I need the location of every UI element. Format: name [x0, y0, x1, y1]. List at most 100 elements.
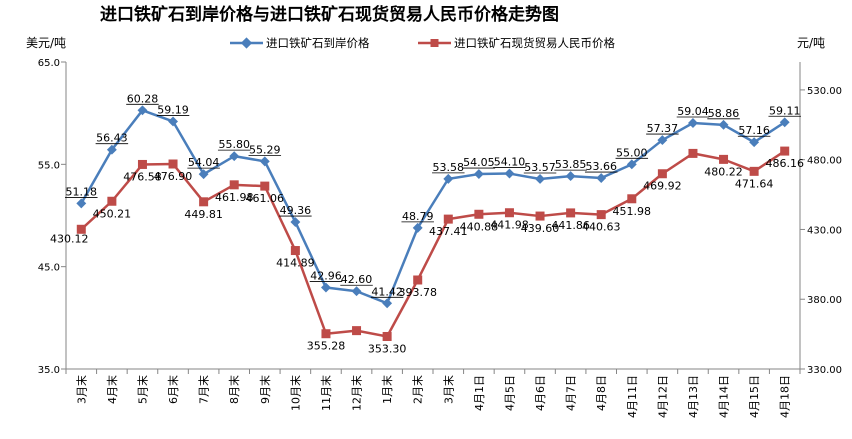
data-label: 42.60	[341, 273, 373, 286]
series-2-point	[535, 211, 545, 221]
data-label: 60.28	[127, 92, 159, 105]
series-1-point	[443, 173, 454, 184]
series-1-point	[657, 135, 668, 146]
series-1-point	[412, 222, 423, 233]
category-label: 4月8日	[595, 375, 608, 411]
category-label: 3月末	[441, 375, 455, 404]
data-label: 51.18	[66, 185, 98, 198]
series-2-point	[290, 246, 300, 256]
right-tick-label: 380.00	[807, 295, 842, 306]
category-label: 2月末	[411, 375, 425, 404]
data-label: 48.79	[402, 210, 434, 223]
right-tick-label: 530.00	[807, 86, 842, 97]
series-1-point	[626, 159, 637, 170]
category-label: 4月6日	[534, 375, 547, 411]
series-line-2	[80, 150, 786, 338]
series-2-point	[137, 159, 147, 169]
series-2-point	[504, 208, 514, 218]
left-tick-label: 55.0	[38, 160, 60, 171]
legend-label-2: 进口铁矿石现货贸易人民币价格	[454, 36, 615, 50]
category-label: 4月12日	[656, 375, 669, 418]
series-1-point	[535, 174, 545, 184]
series-lines	[80, 109, 786, 338]
series-2-point	[413, 275, 423, 285]
axes: 35.0 45.0 55.0 65.0 330.00 380.00 430.00 480.00…	[38, 58, 842, 418]
series-1-point	[382, 298, 393, 309]
series-1-point	[749, 137, 760, 148]
series-1-point	[168, 116, 178, 127]
series-1-point	[76, 198, 87, 209]
legend-marker-2	[430, 39, 439, 47]
data-label: 355.28	[307, 340, 346, 353]
data-label: 451.98	[613, 205, 652, 218]
series-2-point	[260, 181, 270, 191]
data-label: 54.05	[463, 156, 495, 169]
category-label: 7月末	[197, 375, 211, 404]
series-2-point	[749, 166, 759, 176]
data-label: 441.86	[551, 219, 590, 232]
category-label: 9月末	[258, 375, 272, 404]
data-label: 59.04	[677, 105, 709, 118]
category-label: 4月13日	[687, 375, 700, 418]
data-label: 58.86	[708, 107, 740, 120]
left-axis-unit: 美元/吨	[26, 36, 66, 50]
data-label: 57.37	[647, 122, 679, 135]
category-label: 3月末	[74, 375, 88, 404]
data-label: 42.96	[310, 270, 342, 283]
data-label: 471.64	[735, 177, 774, 190]
category-label: 4月末	[105, 375, 119, 404]
data-label: 449.81	[184, 208, 223, 221]
category-label: 4月11日	[626, 375, 639, 418]
series-1-point	[290, 217, 301, 227]
data-label: 49.36	[280, 204, 312, 217]
right-axis-unit: 元/吨	[797, 36, 825, 50]
series-1-point	[351, 286, 362, 297]
legend-marker-1	[240, 37, 253, 49]
data-label: 53.85	[555, 158, 587, 171]
legend: 进口铁矿石到岸价格 进口铁矿石现货贸易人民币价格	[230, 36, 615, 50]
data-label: 430.12	[50, 232, 89, 245]
data-label: 53.66	[585, 160, 617, 173]
series-1-point	[718, 119, 729, 130]
series-1-point	[565, 171, 576, 182]
category-label: 4月15日	[748, 375, 761, 418]
series-markers	[76, 105, 790, 341]
series-2-point	[443, 214, 453, 224]
category-label: 10月末	[288, 375, 302, 411]
data-label: 59.19	[157, 103, 189, 116]
data-label: 55.80	[218, 138, 250, 151]
right-tick-label: 330.00	[807, 365, 842, 376]
chart-title: 进口铁矿石到岸价格与进口铁矿石现货贸易人民币价格走势图	[100, 4, 559, 25]
data-label: 450.21	[93, 207, 132, 220]
series-2-point	[199, 197, 209, 207]
data-label: 55.00	[616, 146, 648, 159]
series-2-point	[321, 329, 331, 339]
category-label: 4月5日	[503, 375, 516, 411]
data-label: 476.90	[154, 170, 193, 183]
data-label: 55.29	[249, 143, 281, 156]
category-label: 4月14日	[718, 375, 731, 418]
data-label: 440.88	[460, 220, 499, 233]
series-2-point	[168, 159, 178, 169]
series-1-point	[596, 173, 607, 183]
data-label: 53.57	[524, 161, 556, 174]
data-label: 476.58	[123, 170, 162, 183]
data-label: 440.63	[582, 221, 621, 234]
data-label: 393.78	[398, 286, 437, 299]
series-1-point	[688, 118, 698, 128]
data-label: 461.98	[215, 191, 254, 204]
series-2-point	[627, 194, 637, 204]
data-label: 54.10	[494, 156, 526, 169]
series-1-point	[259, 156, 270, 167]
legend-label-1: 进口铁矿石到岸价格	[266, 36, 370, 50]
series-2-point	[352, 326, 362, 336]
series-2-point	[382, 331, 392, 341]
data-label: 54.04	[188, 156, 220, 169]
right-tick-label: 480.00	[807, 156, 842, 167]
data-label: 480.22	[704, 165, 743, 178]
series-2-point	[566, 208, 576, 218]
series-1-point	[779, 117, 790, 128]
right-tick-label: 430.00	[807, 225, 842, 236]
